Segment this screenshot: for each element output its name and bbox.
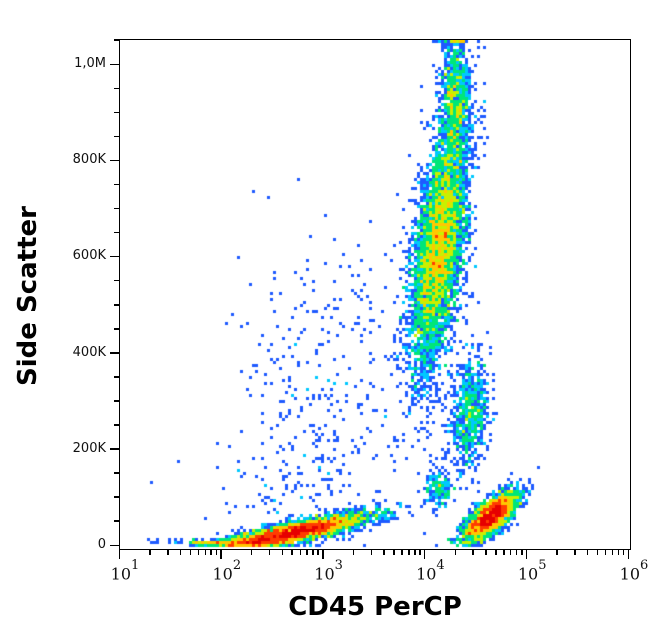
x-minor-tick: [596, 550, 599, 555]
x-tick-label: 104: [416, 558, 445, 584]
x-minor-tick: [215, 550, 218, 555]
x-minor-tick: [472, 550, 474, 555]
x-minor-tick: [574, 550, 576, 555]
y-tick-label: 0: [97, 537, 106, 552]
x-tick-label: 102: [212, 558, 242, 584]
y-tick-label: 400K: [72, 344, 106, 360]
y-minor-tick: [114, 135, 119, 138]
y-minor-tick: [114, 376, 119, 378]
x-major-tick: [118, 550, 120, 559]
x-axis-label: CD45 PerCP: [288, 592, 462, 622]
x-minor-tick: [299, 550, 302, 555]
y-tick-label: 200K: [72, 440, 106, 456]
y-major-tick: [110, 63, 119, 65]
x-minor-tick: [281, 550, 284, 555]
x-minor-tick: [419, 550, 421, 555]
x-major-tick: [423, 550, 426, 559]
x-minor-tick: [197, 550, 200, 555]
x-major-tick: [525, 550, 528, 559]
x-major-tick: [627, 550, 629, 559]
x-minor-tick: [317, 550, 319, 555]
x-tick-label: 101: [110, 558, 140, 584]
x-major-tick: [220, 550, 222, 559]
y-minor-tick: [114, 207, 119, 210]
y-major-tick: [110, 448, 119, 450]
density-scatter: [120, 40, 630, 549]
x-minor-tick: [556, 550, 558, 555]
x-minor-tick: [393, 550, 395, 555]
x-minor-tick: [312, 550, 314, 555]
x-tick-label: 106: [619, 558, 649, 584]
y-minor-tick: [114, 472, 119, 474]
x-minor-tick: [306, 550, 308, 555]
y-minor-tick: [114, 87, 119, 90]
y-minor-tick: [114, 39, 119, 41]
x-minor-tick: [370, 550, 373, 555]
x-minor-tick: [515, 550, 518, 555]
x-minor-tick: [509, 550, 512, 555]
y-minor-tick: [114, 304, 119, 306]
y-minor-tick: [114, 279, 119, 282]
y-major-tick: [110, 352, 119, 354]
x-minor-tick: [617, 550, 620, 555]
y-tick-label: 1,0M: [74, 56, 106, 71]
y-minor-tick: [114, 496, 119, 498]
x-minor-tick: [352, 550, 355, 555]
x-minor-tick: [604, 550, 607, 555]
y-tick-label: 800K: [72, 152, 106, 168]
x-minor-tick: [622, 550, 625, 555]
y-minor-tick: [114, 328, 119, 330]
y-minor-tick: [114, 183, 119, 186]
x-minor-tick: [383, 550, 385, 555]
x-minor-tick: [401, 550, 403, 555]
x-minor-tick: [454, 550, 457, 555]
x-minor-tick: [408, 550, 410, 555]
y-minor-tick: [114, 231, 119, 234]
x-minor-tick: [149, 550, 151, 555]
y-minor-tick: [114, 111, 119, 114]
x-tick-label: 103: [314, 558, 343, 584]
y-axis-label: Side Scatter: [13, 206, 43, 386]
x-minor-tick: [189, 550, 192, 555]
x-minor-tick: [414, 550, 416, 555]
x-minor-tick: [503, 550, 505, 555]
y-major-tick: [110, 255, 119, 258]
x-minor-tick: [179, 550, 182, 555]
y-major-tick: [110, 544, 119, 546]
x-minor-tick: [291, 550, 293, 555]
x-minor-tick: [485, 550, 487, 555]
x-minor-tick: [611, 550, 614, 555]
x-major-tick: [322, 550, 324, 559]
y-minor-tick: [114, 400, 119, 402]
x-minor-tick: [521, 550, 523, 555]
y-major-tick: [110, 159, 119, 162]
x-minor-tick: [250, 550, 253, 555]
x-minor-tick: [210, 550, 212, 555]
x-minor-tick: [268, 550, 271, 555]
x-minor-tick: [204, 550, 207, 555]
x-minor-tick: [586, 550, 589, 555]
x-minor-tick: [167, 550, 169, 555]
y-tick-label: 600K: [72, 248, 106, 264]
x-tick-label: 105: [517, 558, 547, 584]
x-minor-tick: [495, 550, 497, 555]
y-minor-tick: [114, 424, 119, 426]
y-minor-tick: [114, 520, 119, 522]
